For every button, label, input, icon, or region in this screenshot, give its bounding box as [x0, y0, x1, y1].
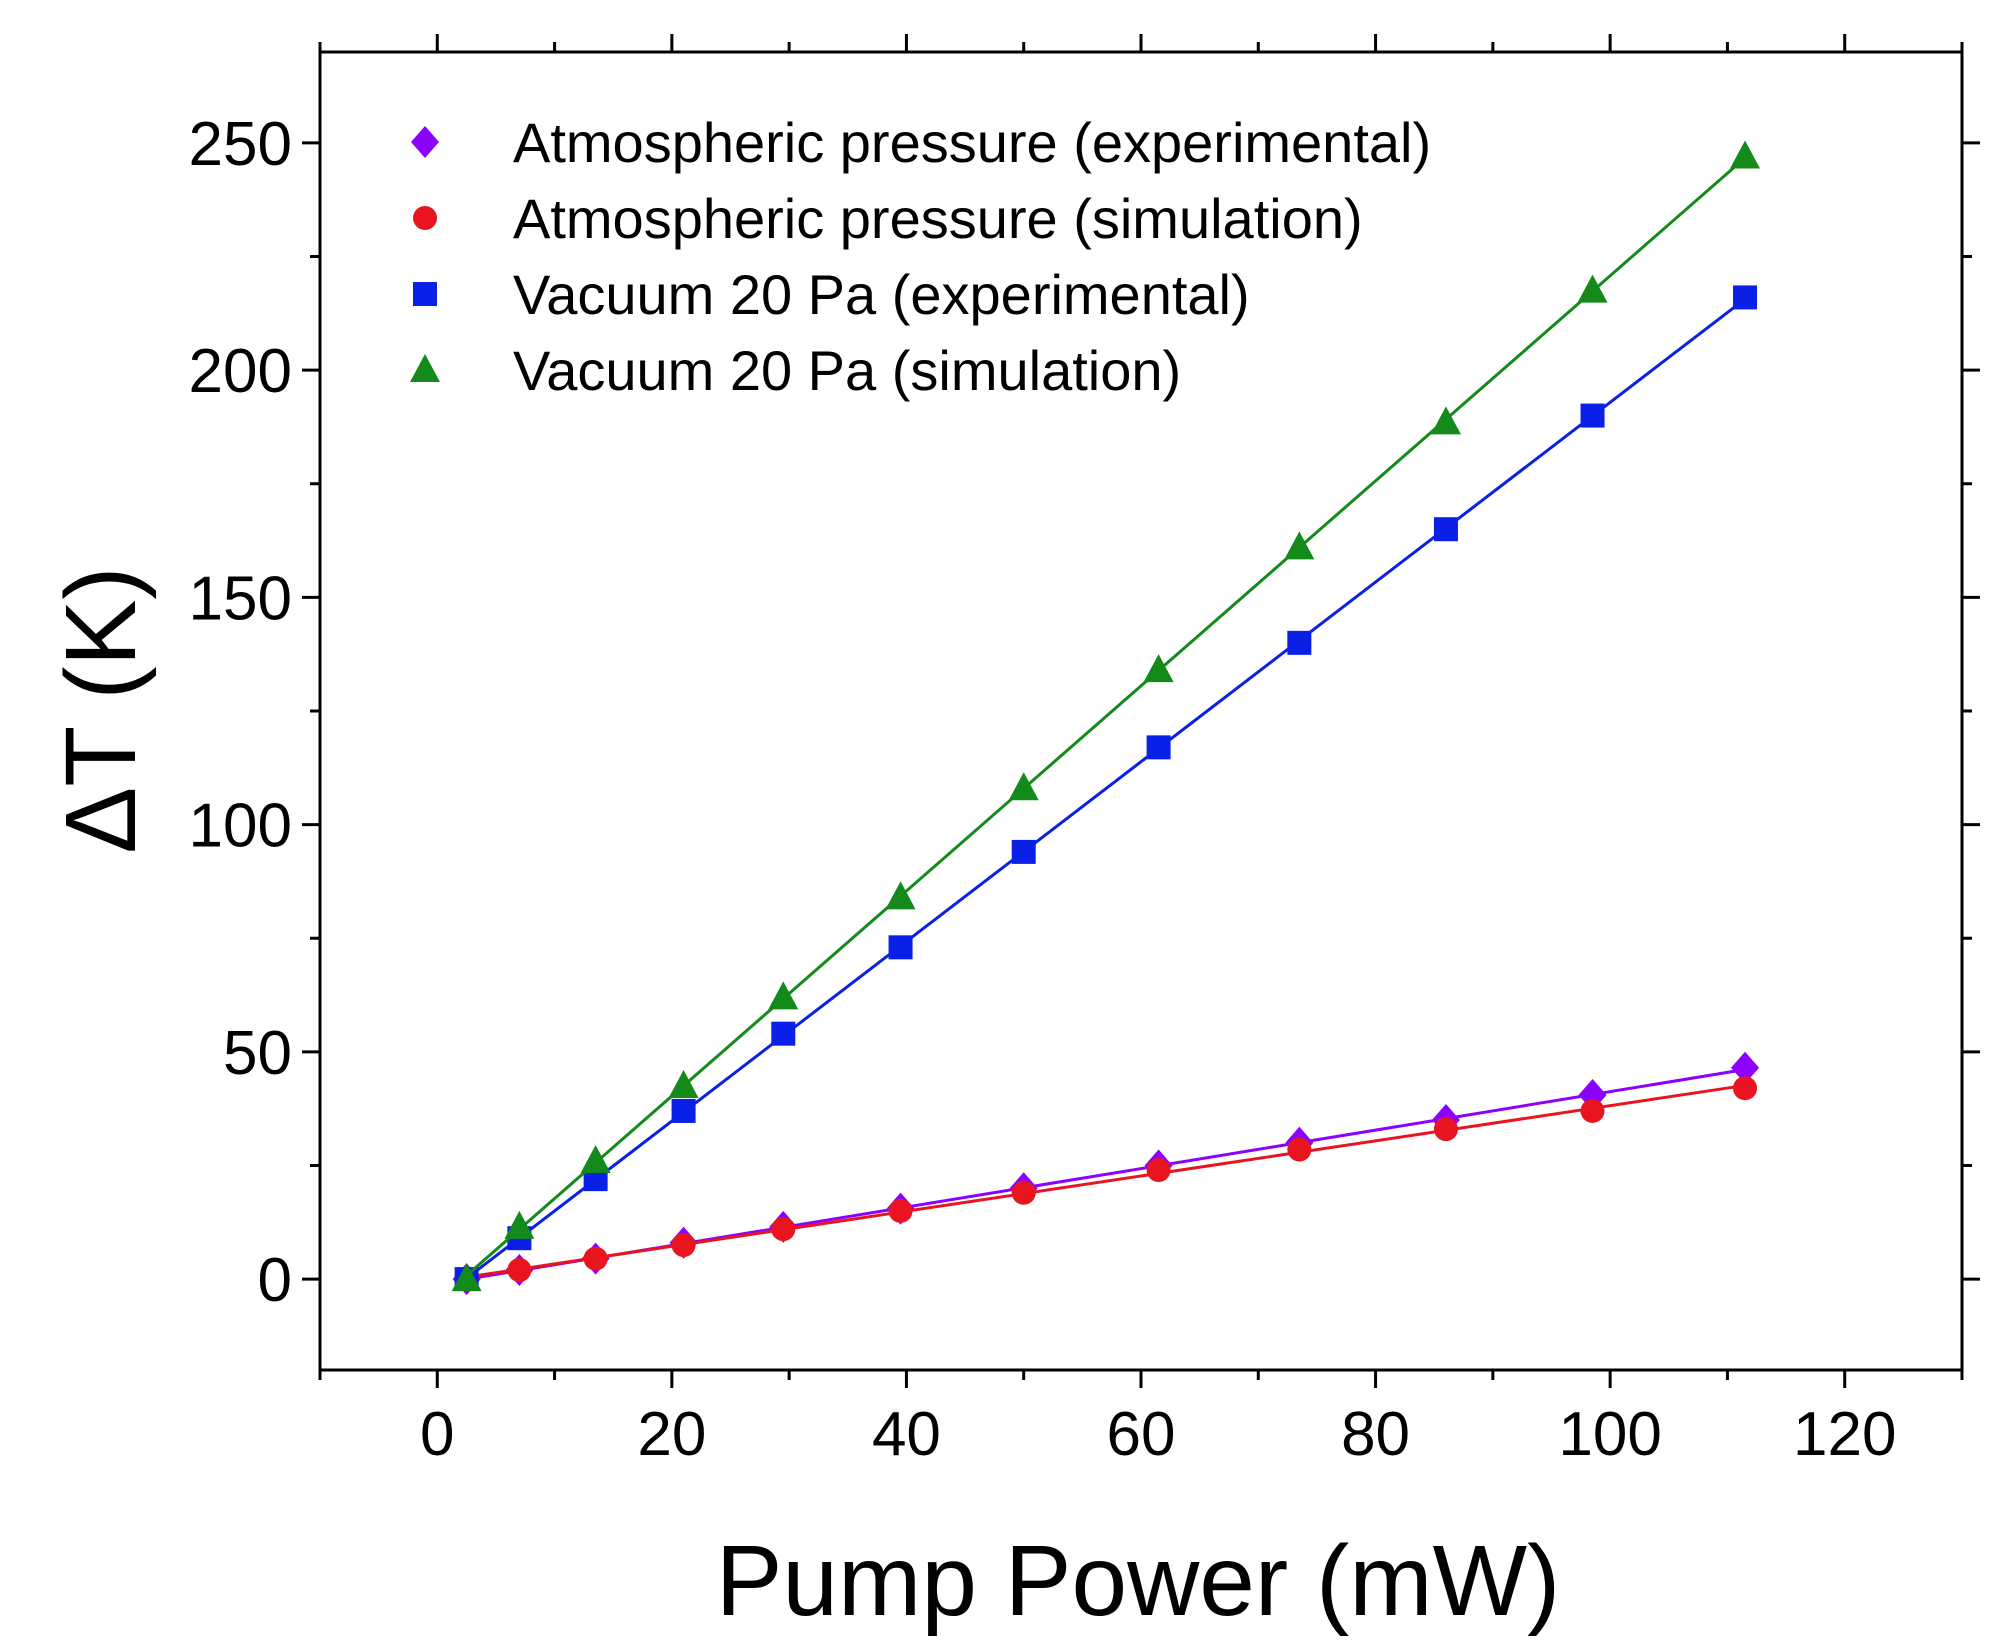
legend-item: Atmospheric pressure (experimental): [411, 111, 1431, 174]
data-point: [1143, 654, 1174, 683]
data-point: [504, 1210, 535, 1239]
data-point: [1430, 406, 1461, 435]
legend-item: Vacuum 20 Pa (experimental): [413, 263, 1250, 326]
data-point: [885, 881, 916, 910]
data-point: [1287, 1137, 1312, 1162]
data-point: [507, 1258, 532, 1283]
data-point: [583, 1246, 608, 1271]
x-axis-title: Pump Power (mW): [716, 1525, 1561, 1637]
series-2: [454, 285, 1758, 1292]
data-point: [1580, 1098, 1605, 1123]
y-tick-label: 0: [258, 1246, 292, 1315]
data-point: [1730, 140, 1761, 169]
data-point: [888, 1198, 913, 1223]
data-point: [771, 1021, 796, 1046]
data-point: [1577, 274, 1608, 303]
data-point: [1146, 735, 1171, 760]
data-point: [671, 1233, 696, 1258]
data-point: [1733, 1076, 1758, 1101]
x-tick-label: 0: [420, 1400, 454, 1469]
y-tick-label: 100: [189, 792, 292, 861]
legend-label: Atmospheric pressure (simulation): [513, 187, 1363, 250]
series-1: [454, 1076, 1758, 1292]
x-tick-label: 40: [872, 1400, 941, 1469]
y-tick-label: 150: [189, 564, 292, 633]
data-point: [1731, 1051, 1760, 1084]
x-tick-label: 100: [1558, 1400, 1661, 1469]
data-point: [1146, 1158, 1171, 1183]
data-point: [1287, 630, 1312, 655]
x-tick-label: 120: [1793, 1400, 1896, 1469]
ticks-layer: 0 20 40 60 80 100 120 0 50 100 150 200 250: [189, 34, 1980, 1469]
legend-marker: [410, 354, 440, 382]
legend-marker: [411, 126, 439, 158]
legend-label: Vacuum 20 Pa (experimental): [513, 263, 1250, 326]
data-point: [1284, 531, 1315, 560]
series-fit-line: [465, 297, 1746, 1280]
data-point: [768, 981, 799, 1010]
x-tick-label: 20: [637, 1400, 706, 1469]
data-point: [888, 935, 913, 960]
x-tick-label: 80: [1341, 1400, 1410, 1469]
data-point: [1580, 403, 1605, 428]
legend-marker: [413, 282, 437, 306]
series-3: [451, 140, 1761, 1292]
y-tick-label: 50: [223, 1019, 292, 1088]
legend-label: Vacuum 20 Pa (simulation): [513, 339, 1181, 402]
data-point: [580, 1144, 611, 1173]
y-tick-label: 200: [189, 337, 292, 406]
data-point: [451, 1263, 482, 1292]
series-layer: [451, 140, 1761, 1296]
data-point: [1008, 772, 1039, 801]
data-point: [1733, 285, 1758, 310]
data-point: [771, 1217, 796, 1242]
data-point: [1433, 517, 1458, 542]
legend-item: Vacuum 20 Pa (simulation): [410, 339, 1181, 402]
data-point: [671, 1098, 696, 1123]
legend-marker: [413, 206, 437, 230]
data-point: [1011, 839, 1036, 864]
series-0: [452, 1051, 1760, 1296]
data-point: [1011, 1180, 1036, 1205]
y-tick-label: 250: [189, 110, 292, 179]
legend: Atmospheric pressure (experimental) Atmos…: [410, 111, 1431, 402]
data-point: [1433, 1117, 1458, 1142]
legend-label: Atmospheric pressure (experimental): [513, 111, 1431, 174]
series-fit-line: [466, 1083, 1746, 1279]
x-tick-label: 60: [1107, 1400, 1176, 1469]
legend-item: Atmospheric pressure (simulation): [413, 187, 1363, 250]
y-axis-title: ΔT (K): [45, 566, 157, 853]
data-point: [668, 1069, 699, 1098]
